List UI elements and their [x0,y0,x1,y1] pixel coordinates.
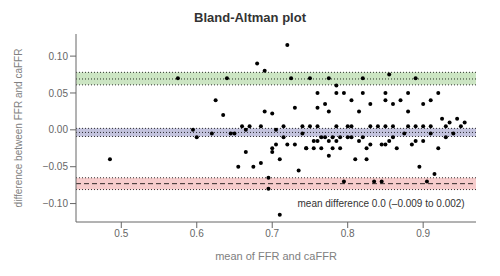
svg-text:−0.10: −0.10 [43,198,69,209]
svg-text:0.00: 0.00 [49,124,69,135]
svg-text:0.7: 0.7 [265,228,279,239]
svg-text:0.10: 0.10 [49,51,69,62]
svg-text:0.5: 0.5 [114,228,128,239]
svg-text:difference between FFR and caF: difference between FFR and caFFR [13,49,24,208]
svg-text:0.8: 0.8 [341,228,355,239]
svg-text:0.9: 0.9 [416,228,430,239]
svg-text:0.6: 0.6 [190,228,204,239]
svg-text:mean difference 0.0 (–0.009 to: mean difference 0.0 (–0.009 to 0.002) [298,198,465,209]
svg-text:−0.05: −0.05 [43,161,69,172]
html-text:Bland-Altman plot: Bland-Altman plot [194,10,306,25]
svg-text:0.05: 0.05 [49,88,69,99]
svg-text:mean of FFR and caFFR: mean of FFR and caFFR [215,250,337,262]
